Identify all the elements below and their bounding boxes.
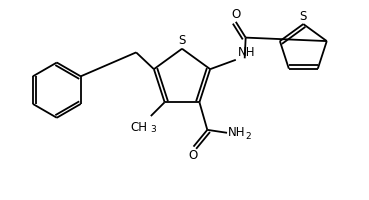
Text: NH: NH <box>238 46 255 59</box>
Text: S: S <box>300 10 307 23</box>
Text: CH: CH <box>130 120 147 133</box>
Text: S: S <box>178 34 186 47</box>
Text: O: O <box>231 8 241 21</box>
Text: 3: 3 <box>150 125 156 134</box>
Text: NH: NH <box>228 126 245 139</box>
Text: 2: 2 <box>246 131 251 140</box>
Text: O: O <box>188 148 197 161</box>
